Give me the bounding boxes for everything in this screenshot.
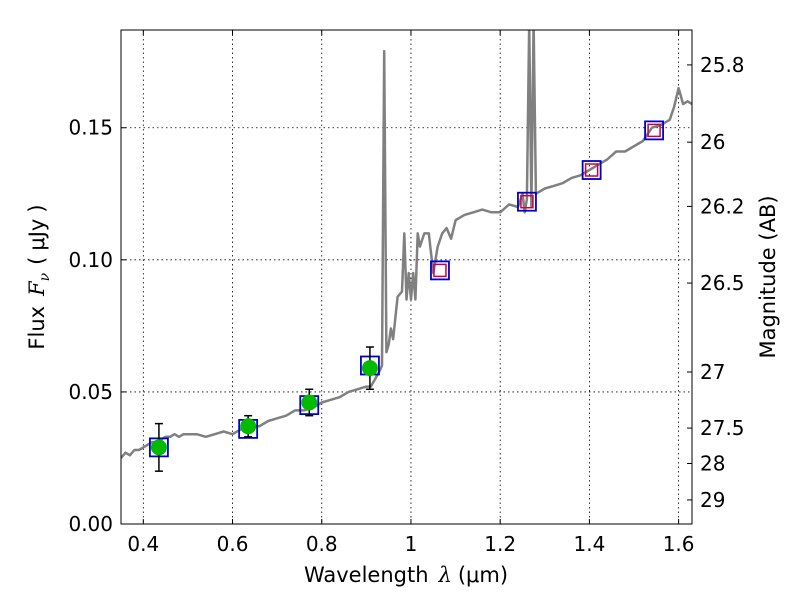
upper-limit-marker (647, 123, 661, 138)
y2-tick-label: 27 (700, 360, 725, 384)
x-tick-label: 1 (405, 532, 418, 556)
y2-tick-label: 28 (700, 451, 725, 475)
x-tick-label: 1.6 (663, 532, 695, 556)
upper-limit-marker (584, 163, 599, 177)
model-spectrum (121, 30, 692, 459)
x-tick-label: 1.2 (484, 532, 516, 556)
x-tick-label: 0.6 (217, 532, 249, 556)
model-photometry-box (644, 120, 664, 141)
y-tick-label: 0.00 (68, 512, 113, 536)
y2-axis-label: Magnitude (AB) (756, 195, 780, 358)
y2-tick-label: 29 (700, 488, 725, 512)
x-tick-label: 0.4 (127, 532, 159, 556)
model-photometry-box (430, 260, 450, 281)
y-tick-label: 0.10 (68, 248, 113, 272)
y-tick-label: 0.15 (68, 116, 113, 140)
axis-ticks: 0.4 0.6 0.8 1 1.2 1.4 1.6 0.00 0.05 0.10 0.15 25.8 2… (68, 30, 745, 556)
x-axis-label: Wavelength λ (μm) (304, 563, 508, 587)
y2-tick-label: 25.8 (700, 53, 745, 77)
observed-flux-point (240, 418, 257, 435)
upper-limit-marker (520, 194, 534, 209)
upper-limit-marker (433, 263, 447, 278)
observed-flux-point (150, 439, 167, 456)
model-photometry-box (581, 160, 602, 180)
plot-frame (120, 29, 693, 525)
photometry-markers (149, 120, 664, 472)
x-tick-label: 0.8 (306, 532, 338, 556)
y2-tick-label: 26.5 (700, 271, 745, 295)
y-tick-label: 0.05 (68, 380, 113, 404)
y2-tick-label: 26 (700, 130, 725, 154)
y-axis-label: FluxFν(μJy) (25, 204, 53, 349)
observed-flux-point (361, 360, 378, 377)
y2-tick-label: 26.2 (700, 194, 745, 218)
y2-tick-label: 27.5 (700, 416, 745, 440)
model-photometry-box (517, 191, 537, 212)
x-tick-label: 1.4 (573, 532, 605, 556)
spectrum-line (121, 30, 692, 459)
observed-flux-point (301, 394, 318, 411)
